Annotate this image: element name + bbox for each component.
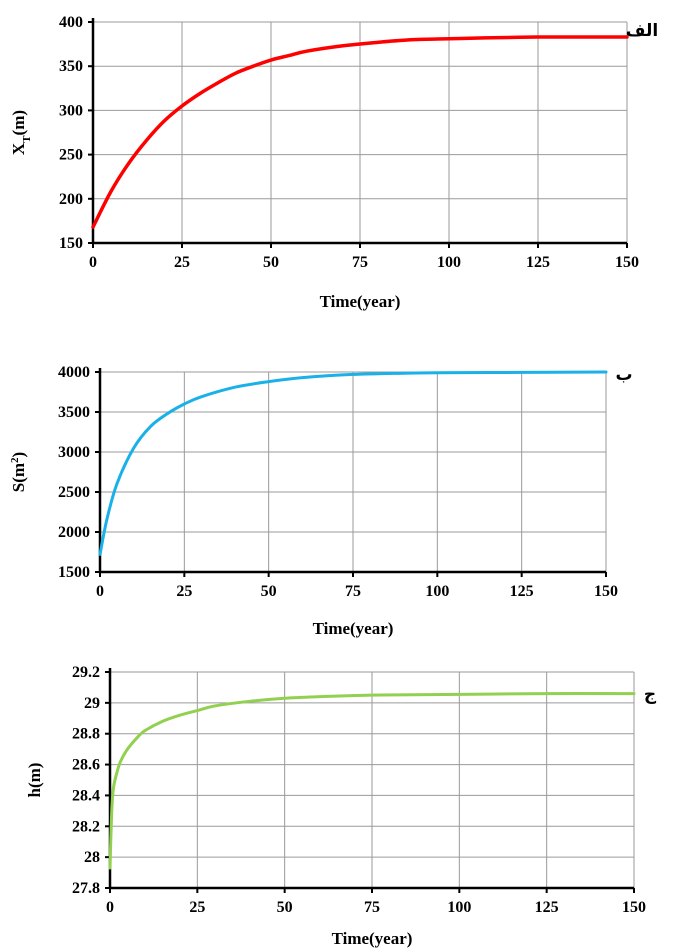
series-line	[98, 370, 608, 556]
x-axis-label: Time(year)	[320, 292, 401, 311]
series-line	[108, 692, 636, 870]
x-tick-label: 150	[594, 583, 618, 600]
x-tick-label: 100	[447, 899, 471, 916]
x-tick-label: 0	[96, 583, 104, 600]
x-axis-label: Time(year)	[313, 619, 394, 638]
y-tick-label: 28.4	[72, 787, 100, 804]
y-tick-label: 2000	[58, 524, 90, 541]
x-tick-label: 50	[261, 583, 277, 600]
x-tick-label: 50	[263, 254, 279, 271]
panel-label: ب	[615, 365, 632, 385]
x-tick-label: 125	[526, 254, 550, 271]
x-tick-label: 100	[437, 254, 461, 271]
y-tick-label: 150	[59, 235, 83, 252]
panel-label: ج	[644, 685, 657, 705]
x-tick-label: 0	[89, 254, 97, 271]
x-tick-label: 125	[535, 899, 559, 916]
y-tick-label: 29	[84, 695, 100, 712]
y-tick-label: 400	[59, 14, 83, 31]
y-tick-label: 350	[59, 58, 83, 75]
x-tick-label: 25	[176, 583, 192, 600]
chart-panel-3: 0 25 50 75 100 125 150 27.8 28 28.2 28.4 28.6 28.8 29…	[25, 664, 657, 948]
x-tick-label: 150	[615, 254, 639, 271]
y-axis-label: h(m)	[25, 763, 44, 798]
y-tick-label: 300	[59, 102, 83, 119]
x-tick-label: 75	[352, 254, 368, 271]
y-tick-label: 28.8	[72, 726, 100, 743]
y-tick-label: 1500	[58, 564, 90, 581]
x-tick-label: 75	[345, 583, 361, 600]
y-tick-label: 2500	[58, 484, 90, 501]
y-tick-label: 28	[84, 849, 100, 866]
series-line	[91, 35, 629, 229]
y-axis-label: S(m2)	[9, 452, 28, 492]
y-tick-label: 200	[59, 191, 83, 208]
x-tick-label: 25	[174, 254, 190, 271]
x-tick-label: 50	[277, 899, 293, 916]
y-tick-label: 4000	[58, 364, 90, 381]
y-tick-label: 27.8	[72, 880, 100, 897]
y-tick-label: 29.2	[72, 664, 100, 681]
y-tick-label: 3000	[58, 444, 90, 461]
panel-label: الف	[626, 21, 658, 41]
y-axis-label: XT(m)	[9, 110, 33, 155]
y-tick-label: 28.2	[72, 818, 100, 835]
x-tick-label: 0	[106, 899, 114, 916]
chart-panel-2: 0 25 50 75 100 125 150 1500 2000 2500 3000 3500 4000…	[9, 364, 633, 638]
y-tick-label: 28.6	[72, 757, 100, 774]
y-tick-label: 250	[59, 147, 83, 164]
chart-panel-1: 0 25 50 75 100 125 150 150 200 250 300 350 400 Time(y…	[9, 14, 658, 311]
x-tick-label: 75	[364, 899, 380, 916]
x-tick-label: 100	[425, 583, 449, 600]
x-tick-label: 25	[189, 899, 205, 916]
y-tick-label: 3500	[58, 404, 90, 421]
x-tick-label: 125	[510, 583, 534, 600]
x-tick-label: 150	[622, 899, 646, 916]
x-axis-label: Time(year)	[332, 929, 413, 948]
